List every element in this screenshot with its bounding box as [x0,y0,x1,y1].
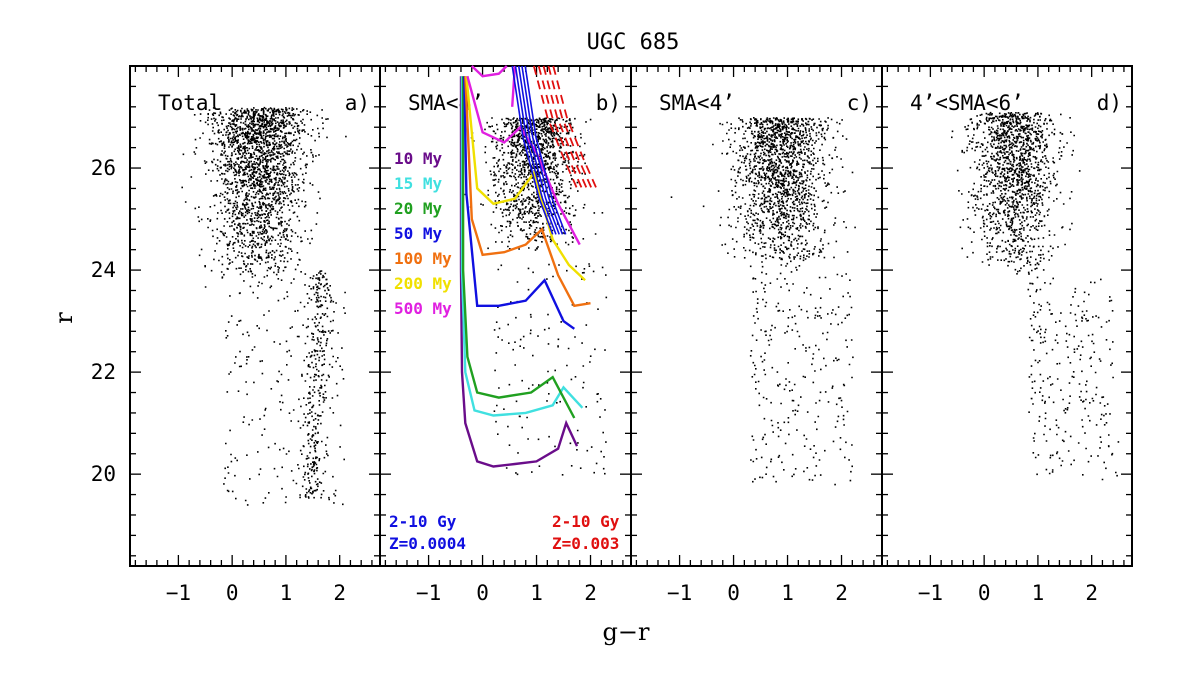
y-tick-label: 22 [91,360,116,384]
rgb-label-blue-1: 2-10 Gy [389,512,457,531]
y-tick-label: 24 [91,258,116,282]
x-axis-label: g−r [603,618,650,646]
x-tick-label: 0 [727,581,740,605]
legend-entry: 100 My [394,249,452,268]
isochrone-line [461,76,576,419]
isochrone-line [511,65,517,107]
panel-d: −1 0 1 2 4’<SMA<6’ d) [881,65,1133,605]
x-tick-label: 1 [280,581,293,605]
rgb-label-red-2: Z=0.003 [552,534,619,553]
y-tick-label: 26 [91,156,116,180]
panel-title: 4’<SMA<6’ [910,91,1024,115]
rgb-track-red [547,65,593,189]
x-tick-label: 0 [978,581,991,605]
legend-entry: 200 My [394,274,452,293]
rgb-track-blue [517,65,560,235]
rgb-track-blue [524,65,567,235]
isochrone-line [464,76,591,308]
y-tick-label: 20 [91,462,116,486]
scatter-points-a [181,106,347,506]
panel-title: Total [158,91,221,115]
x-tick-label: 2 [584,581,597,605]
x-tick-label: 1 [781,581,794,605]
legend-entry: 15 My [394,174,443,193]
rgb-track-red [542,65,588,189]
scatter-points-c [670,117,856,486]
panel-label: c) [847,91,872,115]
y-axis-label: r [50,312,78,324]
rgb-track-blue [521,65,564,235]
panel-label: b) [596,91,621,115]
x-tick-label: −1 [416,581,441,605]
isochrone-line [459,76,579,468]
rgb-track-red [552,65,598,189]
panel-label: d) [1097,91,1122,115]
panel-frame [881,65,1133,567]
x-tick-label: −1 [667,581,692,605]
panel-c: −1 0 1 2 SMA<4’ c) [630,65,883,605]
legend-entry: 20 My [394,199,443,218]
panel-title: SMA<4’ [408,91,484,115]
rgb-label-blue-2: Z=0.0004 [389,534,466,553]
legend-entry: 500 My [394,299,452,318]
panel-a: −1 0 1 2 20 22 24 26 Total a) [91,65,381,605]
isochrone-line [463,76,575,330]
legend-entry: 10 My [394,149,443,168]
rgb-label-red-1: 2-10 Gy [552,512,620,531]
legend-entry: 50 My [394,224,443,243]
x-tick-label: 0 [476,581,489,605]
scatter-points-d [951,111,1120,481]
x-tick-label: 2 [835,581,848,605]
x-tick-label: 1 [530,581,543,605]
rgb-track-blue [511,65,554,235]
panel-frame [630,65,883,567]
panel-label: a) [345,91,370,115]
isochrone-line [465,76,586,282]
x-tick-label: −1 [918,581,943,605]
isochrone-line [466,75,581,246]
isochrone-line [460,76,584,417]
rgb-track-blue [514,65,557,235]
panel-b: −1 0 1 2 SMA<4’ b) 10 My 15 My 20 My 50 My 100 My 2… [379,65,632,605]
x-tick-label: 0 [226,581,239,605]
panel-title: SMA<4’ [659,91,735,115]
rgb-track-red [532,65,578,189]
rgb-track-red [537,65,583,189]
isochrone-line [470,65,508,78]
x-tick-label: 2 [1085,581,1098,605]
figure-title: UGC 685 [587,30,680,55]
x-tick-label: 2 [333,581,346,605]
x-tick-label: −1 [166,581,191,605]
x-tick-label: 1 [1032,581,1045,605]
